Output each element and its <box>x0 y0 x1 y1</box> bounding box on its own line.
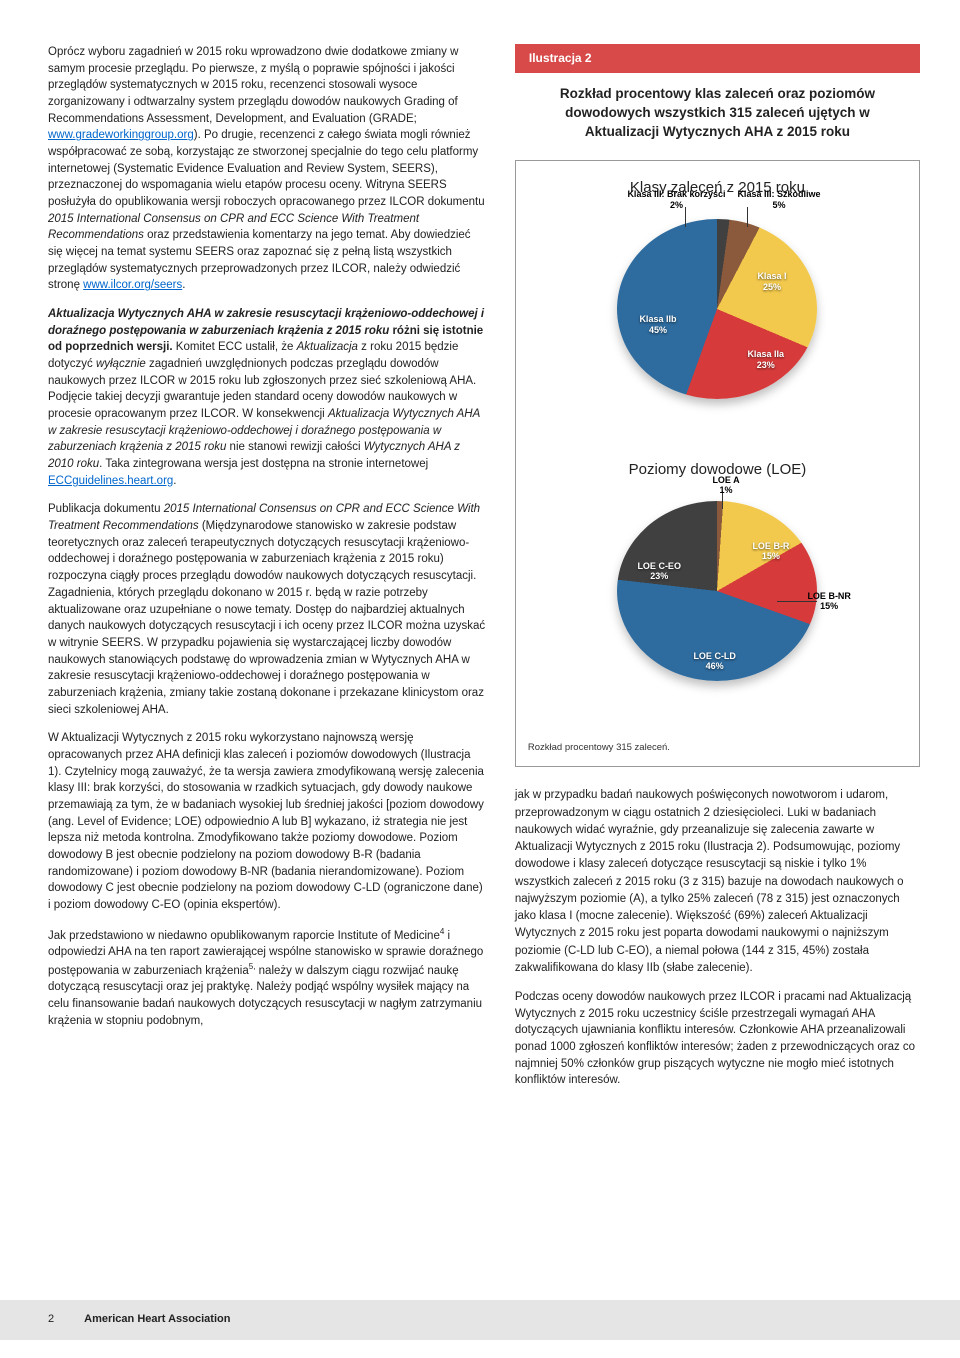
chart1-label-0: Klasa III: Brak korzyści2% <box>627 189 725 211</box>
footer-org: American Heart Association <box>84 1312 230 1328</box>
page-number: 2 <box>48 1312 54 1328</box>
text: . <box>173 475 176 487</box>
pie-chart-2: LOE A1% LOE B-R15% LOE B-NR15% LOE C-LD4… <box>597 491 837 711</box>
chart2-label-4: LOE C-EO23% <box>637 561 681 583</box>
text: nie stanowi rewizji całości <box>226 441 363 453</box>
link-gradeworkinggroup[interactable]: www.gradeworkinggroup.org <box>48 129 194 141</box>
chart1-label-4: Klasa IIb45% <box>639 314 676 336</box>
text: (Międzynarodowe stanowisko w zakresie po… <box>48 520 485 715</box>
right-paragraph-1: jak w przypadku badań naukowych poświęco… <box>515 787 920 977</box>
paragraph-3: Publikacja dokumentu 2015 International … <box>48 501 487 718</box>
illustration-header: Ilustracja 2 <box>515 44 920 73</box>
chart2-label-2: LOE B-NR15% <box>807 591 851 613</box>
chart2-label-0: LOE A1% <box>712 475 739 497</box>
text: . Taka zintegrowana wersja jest dostępna… <box>99 458 428 470</box>
paragraph-2: Aktualizacja Wytycznych AHA w zakresie r… <box>48 306 487 489</box>
link-eccguidelines[interactable]: ECCguidelines.heart.org <box>48 475 173 487</box>
illustration-title: Rozkład procentowy klas zaleceń oraz poz… <box>515 85 920 142</box>
chart1-label-2: Klasa I25% <box>757 271 786 293</box>
page-content: Oprócz wyboru zagadnień w 2015 roku wpro… <box>0 0 960 1300</box>
text: Oprócz wyboru zagadnień w 2015 roku wpro… <box>48 46 458 125</box>
paragraph-4: W Aktualizacji Wytycznych z 2015 roku wy… <box>48 730 487 913</box>
pie-chart-1: Klasa III: Brak korzyści2% Klasa III: Sz… <box>597 209 837 429</box>
italic-text: Aktualizacja <box>297 341 358 353</box>
paragraph-1: Oprócz wyboru zagadnień w 2015 roku wpro… <box>48 44 487 294</box>
chart2-label-1: LOE B-R15% <box>752 541 789 563</box>
italic-text: wyłącznie <box>96 358 146 370</box>
illustration-box: Klasy zaleceń z 2015 roku Klasa III: Bra… <box>515 160 920 767</box>
left-column: Oprócz wyboru zagadnień w 2015 roku wpro… <box>48 44 487 1300</box>
illustration-caption: Rozkład procentowy 315 zaleceń. <box>528 741 907 755</box>
chart1-label-3: Klasa IIa23% <box>747 349 784 371</box>
pie-1-graphic <box>617 219 817 399</box>
text: . <box>182 279 185 291</box>
text: Jak przedstawiono w niedawno opublikowan… <box>48 929 440 941</box>
chart2-label-3: LOE C-LD46% <box>693 651 736 673</box>
text: Komitet ECC ustalił, że <box>173 341 297 353</box>
text: Publikacja dokumentu <box>48 503 164 515</box>
link-ilcor-seers[interactable]: www.ilcor.org/seers <box>83 279 182 291</box>
paragraph-5: Jak przedstawiono w niedawno opublikowan… <box>48 926 487 1030</box>
page-footer: 2 American Heart Association <box>0 1300 960 1340</box>
chart1-label-1: Klasa III: Szkodliwe5% <box>737 189 820 211</box>
right-paragraph-2: Podczas oceny dowodów naukowych przez IL… <box>515 989 920 1089</box>
right-column: Ilustracja 2 Rozkład procentowy klas zal… <box>515 44 920 1300</box>
